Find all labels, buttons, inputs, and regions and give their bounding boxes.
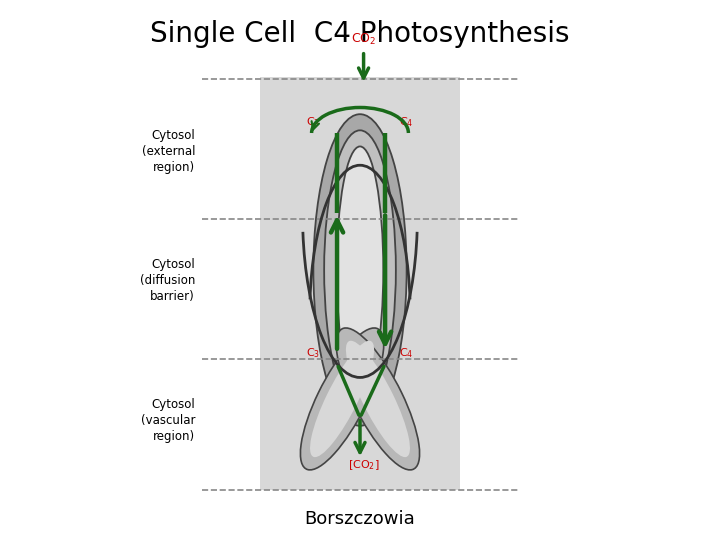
Text: C$_4$: C$_4$ (400, 116, 414, 129)
Text: Borszczowia: Borszczowia (305, 510, 415, 528)
Text: [CO$_2$]: [CO$_2$] (348, 458, 379, 472)
Bar (260, 77, 460, 490)
Ellipse shape (337, 146, 383, 394)
Ellipse shape (336, 328, 420, 470)
Ellipse shape (310, 341, 374, 457)
Text: C$_3$: C$_3$ (306, 346, 320, 360)
Text: Cytosol
(external
region): Cytosol (external region) (142, 129, 195, 174)
Ellipse shape (346, 341, 410, 457)
Ellipse shape (300, 328, 384, 470)
Ellipse shape (313, 114, 407, 426)
Text: Cytosol
(diffusion
barrier): Cytosol (diffusion barrier) (140, 258, 195, 303)
Text: C$_4$: C$_4$ (400, 346, 414, 360)
Text: Cytosol
(vascular
region): Cytosol (vascular region) (140, 398, 195, 443)
Ellipse shape (324, 130, 396, 410)
Text: Single Cell  C4 Photosynthesis: Single Cell C4 Photosynthesis (150, 20, 570, 48)
Text: C$_3$: C$_3$ (306, 116, 320, 129)
Text: CO$_2$: CO$_2$ (351, 32, 377, 47)
